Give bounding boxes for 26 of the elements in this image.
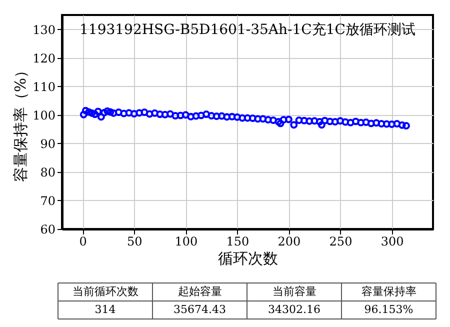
text: 当前容量 (272, 285, 316, 298)
x-axis-title: 循环次数 (218, 250, 278, 268)
x-tick-label: 300 (380, 234, 404, 248)
y-tick-label: 80 (40, 165, 56, 180)
text: 314 (94, 303, 116, 316)
x-tick-label: 0 (79, 234, 87, 248)
x-tick-label: 250 (329, 234, 352, 248)
text: 当前循环次数 (72, 285, 138, 298)
y-tick-label: 70 (40, 194, 56, 208)
y-tick-label: 120 (32, 51, 56, 66)
x-tick-label: 150 (226, 234, 250, 248)
x-tick-label: 200 (278, 234, 301, 248)
y-tick-label: 110 (32, 80, 56, 94)
text: 容量保持率 (361, 285, 416, 298)
y-tick-label: 130 (32, 22, 56, 37)
y-tick-label: 60 (40, 222, 56, 236)
text: 96.153% (364, 303, 414, 316)
text: 起始容量 (178, 285, 222, 298)
y-axis-title: 容量保持率（%） (12, 62, 30, 182)
text: 35674.43 (174, 303, 226, 316)
x-tick-label: 50 (127, 234, 142, 248)
x-tick-label: 100 (174, 234, 198, 248)
text: 1193192HSG-B5D1601-35Ah-1C充1C放循环测试 (79, 22, 416, 38)
y-tick-label: 90 (40, 136, 56, 151)
text: 34302.16 (268, 303, 320, 316)
y-tick-label: 100 (32, 108, 56, 122)
